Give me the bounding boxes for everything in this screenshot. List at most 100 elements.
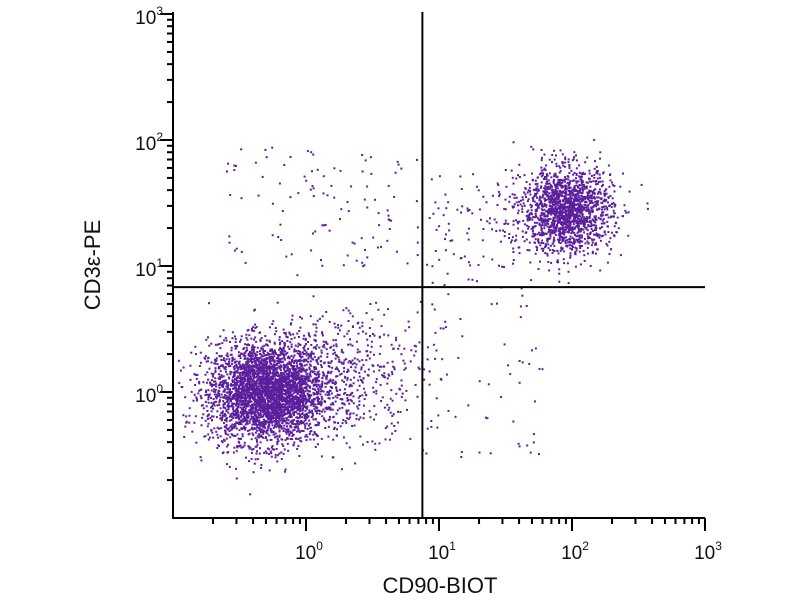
data-point (199, 456, 202, 459)
data-point (344, 420, 347, 423)
data-point (588, 237, 591, 239)
data-point (235, 477, 238, 480)
data-point (243, 405, 246, 408)
data-point (315, 434, 318, 437)
data-point (268, 355, 271, 358)
data-point (274, 456, 277, 459)
data-point (279, 351, 282, 353)
data-point (260, 353, 263, 356)
data-point (220, 374, 223, 377)
data-point (284, 439, 287, 442)
data-point (304, 395, 307, 397)
data-point (287, 449, 290, 452)
data-point (246, 382, 249, 385)
data-point (203, 356, 206, 359)
data-point (268, 390, 271, 393)
data-point (572, 200, 575, 203)
data-point (301, 429, 303, 432)
data-point (280, 458, 283, 460)
data-point (579, 187, 581, 190)
data-point (299, 405, 302, 407)
data-point (336, 434, 338, 437)
data-point (282, 406, 285, 409)
data-point (329, 372, 332, 375)
data-point (289, 390, 292, 393)
data-point (617, 227, 620, 230)
data-point (600, 201, 603, 204)
data-point (600, 215, 603, 218)
data-point (251, 370, 254, 373)
data-point (278, 416, 281, 419)
data-point (291, 435, 294, 437)
data-point (547, 185, 550, 188)
data-point (250, 357, 253, 360)
data-point (283, 371, 286, 374)
data-point (306, 412, 308, 415)
data-point (578, 207, 581, 210)
data-point (561, 181, 564, 184)
data-point (581, 221, 584, 224)
data-point (239, 399, 242, 402)
data-point (580, 182, 583, 185)
data-point (273, 403, 276, 406)
data-point (258, 375, 260, 378)
data-point (326, 372, 329, 375)
data-point (250, 395, 253, 398)
data-point (227, 428, 229, 431)
data-point (254, 323, 256, 326)
data-point (255, 387, 258, 389)
data-point (578, 200, 580, 203)
data-point (297, 342, 300, 345)
data-point (607, 164, 610, 167)
data-point (266, 390, 269, 393)
data-point (231, 404, 234, 407)
data-point (253, 412, 256, 415)
data-point (247, 445, 250, 448)
data-point (526, 219, 529, 222)
data-point (233, 423, 236, 426)
data-point (212, 398, 215, 400)
data-point (298, 362, 301, 365)
data-point (260, 337, 263, 340)
data-point (423, 368, 426, 371)
data-point (314, 381, 317, 384)
data-point (236, 389, 239, 392)
data-point (293, 413, 295, 416)
data-point (250, 457, 253, 460)
data-point (547, 196, 550, 198)
data-point (243, 390, 246, 393)
data-point (275, 406, 278, 409)
data-point (544, 252, 547, 255)
data-point (536, 249, 538, 252)
data-point (594, 203, 597, 206)
data-point (273, 342, 276, 345)
data-point (542, 249, 544, 252)
data-point (338, 329, 341, 332)
data-point (546, 240, 549, 243)
data-point (245, 387, 248, 390)
data-point (570, 200, 573, 203)
data-point (225, 394, 228, 397)
data-point (271, 377, 274, 380)
data-point (281, 376, 284, 379)
data-point (316, 361, 319, 364)
data-point (256, 391, 259, 394)
data-point (297, 391, 300, 393)
data-point (277, 425, 279, 428)
data-point (386, 425, 389, 428)
data-point (244, 395, 247, 398)
data-point (321, 410, 323, 413)
data-point (207, 413, 210, 416)
data-point (345, 411, 348, 413)
data-point (232, 417, 235, 420)
data-point (233, 393, 236, 396)
data-point (255, 363, 258, 365)
data-point (210, 396, 212, 399)
data-point (206, 381, 208, 384)
data-point (268, 417, 271, 420)
data-point (251, 346, 253, 349)
data-point (591, 241, 594, 244)
data-point (232, 410, 235, 413)
data-point (400, 353, 403, 356)
data-point (310, 399, 313, 402)
